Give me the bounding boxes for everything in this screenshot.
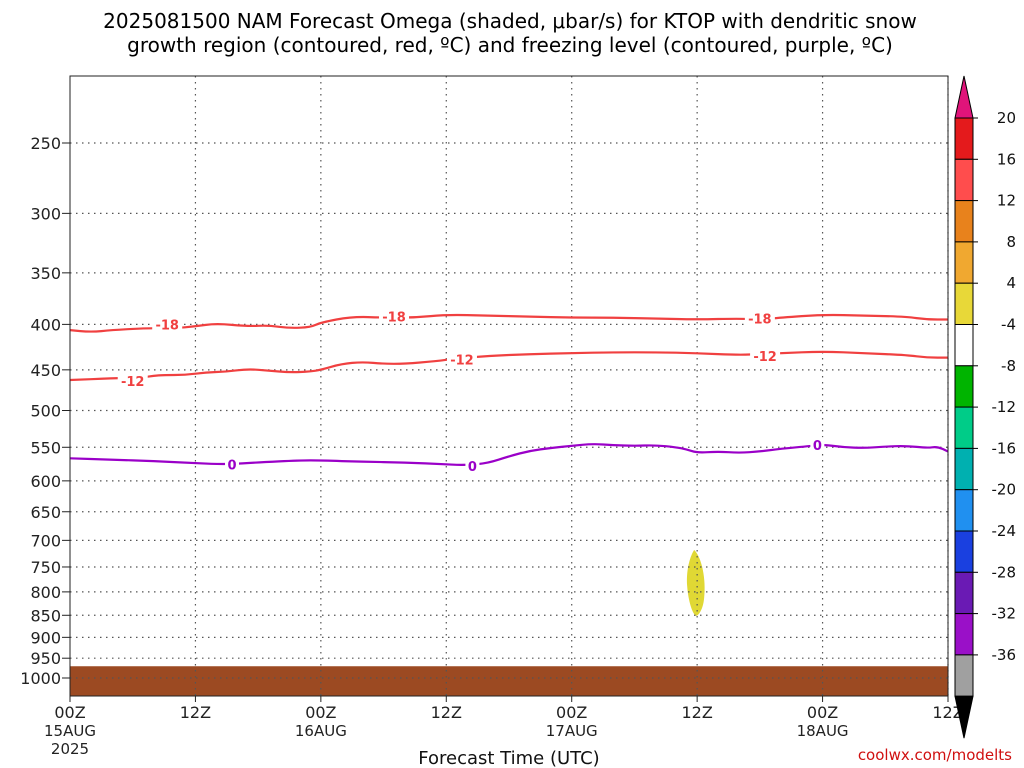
colorbar-box-5 xyxy=(954,324,974,367)
y-tick-label-750: 750 xyxy=(30,558,61,577)
contour-label-2-0: 0 xyxy=(227,458,236,473)
colorbar-label-5: -4 xyxy=(1001,316,1016,334)
contour-label-0-0: -18 xyxy=(155,318,179,333)
y-tick-label-850: 850 xyxy=(30,606,61,625)
contour-label-0-1: -18 xyxy=(382,311,406,326)
contour-label-1-1: -12 xyxy=(450,353,474,368)
colorbar-label-7: -12 xyxy=(992,398,1017,416)
chart-title-line-2: growth region (contoured, red, ºC) and f… xyxy=(127,33,893,57)
y-tick-label-650: 650 xyxy=(30,503,61,522)
colorbar-box-7 xyxy=(954,406,974,449)
colorbar-label-9: -20 xyxy=(992,481,1017,499)
contour-label-bg-2-1 xyxy=(465,457,480,473)
contour-label-bg-0-2 xyxy=(744,310,775,326)
y-tick-label-500: 500 xyxy=(30,402,61,421)
contour-label-bg-2-0 xyxy=(225,456,240,472)
colorbar-label-1: 16 xyxy=(997,150,1016,168)
x-tick-label-time-72: 00Z xyxy=(807,703,838,722)
contour-line-1 xyxy=(69,350,948,382)
colorbar-box-8 xyxy=(954,447,974,491)
x-axis-title: Forecast Time (UTC) xyxy=(418,748,599,768)
contour-label-1-2: -12 xyxy=(753,350,777,365)
x-tick-label-time-0: 00Z xyxy=(54,703,85,722)
colorbar-box-6 xyxy=(954,365,974,408)
colorbar-label-10: -24 xyxy=(992,522,1017,540)
contour-label-bg-0-0 xyxy=(152,316,183,332)
terrain-layer xyxy=(70,666,948,696)
y-tick-label-600: 600 xyxy=(30,472,61,491)
contour-label-bg-1-0 xyxy=(117,372,148,388)
y-tick-label-700: 700 xyxy=(30,531,61,550)
y-tick-label-550: 550 xyxy=(30,438,61,457)
x-tick-label-date-24: 16AUG xyxy=(295,722,347,740)
colorbar-box-9 xyxy=(954,489,974,532)
terrain-fill xyxy=(70,666,948,696)
x-tick-label-date-0: 15AUG xyxy=(44,722,96,740)
colorbar-label-4: 4 xyxy=(1006,274,1016,292)
contour-label-2-2: 0 xyxy=(813,439,822,454)
credit-text: coolwx.com/modelts xyxy=(858,746,1012,764)
chart-title-line-1: 2025081500 NAM Forecast Omega (shaded, μ… xyxy=(103,9,917,33)
x-tick-label-time-48: 00Z xyxy=(556,703,587,722)
y-tick-label-800: 800 xyxy=(30,583,61,602)
colorbar-label-2: 12 xyxy=(997,192,1016,210)
contour-label-bg-0-1 xyxy=(379,308,410,324)
x-tick-label-date-48: 17AUG xyxy=(546,722,598,740)
contour-label-bg-2-2 xyxy=(810,437,825,453)
colorbar-box-3 xyxy=(954,241,974,284)
y-tick-label-400: 400 xyxy=(30,315,61,334)
contour-label-1-0: -12 xyxy=(121,375,145,390)
colorbar-box-2 xyxy=(954,200,974,243)
contour-label-bg-1-1 xyxy=(446,351,477,367)
colorbar-label-13: -36 xyxy=(992,646,1017,664)
y-axis: 250 300 350 400 450 500 550 600 650 700 750 800 850 9… xyxy=(20,134,70,688)
colorbar-label-3: 8 xyxy=(1006,233,1016,251)
y-tick-label-900: 900 xyxy=(30,628,61,647)
grid-layer xyxy=(69,76,949,696)
contour-label-2-1: 0 xyxy=(468,460,477,475)
x-tick-label-year-0: 2025 xyxy=(51,740,89,758)
colorbar-box-4 xyxy=(954,282,974,326)
omega-positive-patch xyxy=(686,549,705,616)
colorbar-box-13 xyxy=(954,654,974,697)
colorbar: 20 16 12 8 4 -4 -8 -12 -16 -20 -24 -28 -32 -36 xyxy=(954,75,1017,739)
y-tick-label-300: 300 xyxy=(30,204,61,223)
colorbar-box-11 xyxy=(954,571,974,615)
y-tick-label-450: 450 xyxy=(30,361,61,380)
contour-line-0 xyxy=(69,313,948,333)
contour-layer: -18 -18 -18 -12 -12 -12 0 0 0 xyxy=(69,308,949,475)
x-tick-label-time-60: 12Z xyxy=(681,703,712,722)
contour-label-0-2: -18 xyxy=(748,313,772,328)
x-tick-label-time-36: 12Z xyxy=(431,703,462,722)
x-tick-label-date-72: 18AUG xyxy=(797,722,849,740)
y-tick-label-950: 950 xyxy=(30,649,61,668)
x-tick-label-time-12: 12Z xyxy=(180,703,211,722)
omega-shading-layer xyxy=(686,549,705,616)
colorbar-box-0 xyxy=(954,117,974,160)
x-tick-label-time-24: 00Z xyxy=(305,703,336,722)
y-tick-label-250: 250 xyxy=(30,134,61,153)
contour-label-bg-1-2 xyxy=(750,347,781,363)
y-tick-label-350: 350 xyxy=(30,264,61,283)
colorbar-bottom-arrow xyxy=(954,695,974,739)
colorbar-label-11: -28 xyxy=(992,563,1017,581)
colorbar-label-12: -32 xyxy=(992,605,1017,623)
y-tick-label-1000: 1000 xyxy=(20,669,61,688)
colorbar-label-6: -8 xyxy=(1001,357,1016,375)
colorbar-top-arrow xyxy=(954,75,974,119)
plot-frame xyxy=(69,75,949,697)
contour-line-2 xyxy=(69,443,949,466)
colorbar-box-10 xyxy=(954,530,974,573)
colorbar-box-1 xyxy=(954,158,974,202)
x-tick-label-time-84: 12Z xyxy=(932,703,963,722)
colorbar-label-8: -16 xyxy=(992,439,1017,457)
colorbar-label-0: 20 xyxy=(997,109,1016,127)
colorbar-box-12 xyxy=(954,613,974,656)
